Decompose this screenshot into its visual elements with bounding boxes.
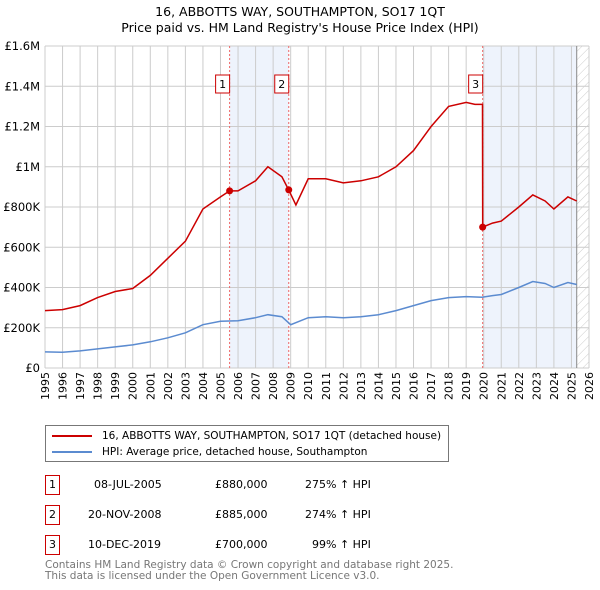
hpi-change: 274% ↑ HPI xyxy=(305,508,371,521)
legend: 16, ABBOTTS WAY, SOUTHAMPTON, SO17 1QT (… xyxy=(45,425,449,462)
x-tick-label: 2024 xyxy=(548,372,561,400)
legend-item-hpi: HPI: Average price, detached house, Sout… xyxy=(52,444,367,460)
marker-badge: 2 xyxy=(45,505,60,525)
sale-marker-box xyxy=(468,74,484,94)
sale-marker-box xyxy=(215,74,231,94)
licence-text: This data is licensed under the Open Gov… xyxy=(45,570,380,582)
price: £885,000 xyxy=(215,508,268,521)
chart-subtitle: Price paid vs. HM Land Registry's House … xyxy=(121,20,479,35)
red-line-swatch xyxy=(52,435,92,437)
footer: Contains HM Land Registry data © Crown c… xyxy=(45,560,453,582)
x-tick-label: 2021 xyxy=(495,372,508,400)
x-tick-label: 2011 xyxy=(320,372,333,400)
date: 10-DEC-2019 xyxy=(88,538,162,551)
x-tick-label: 2026 xyxy=(583,372,596,400)
price: £700,000 xyxy=(215,538,268,551)
date: 08-JUL-2005 xyxy=(94,478,162,491)
x-tick-label: 1995 xyxy=(39,372,52,400)
y-tick-label: £400K xyxy=(3,281,40,295)
hpi-change: 99% ↑ HPI xyxy=(312,538,371,551)
transaction-row: 1 08-JUL-2005 £880,000 275% ↑ HPI xyxy=(45,475,465,495)
x-tick-label: 2009 xyxy=(285,372,298,400)
x-tick-label: 2008 xyxy=(267,372,280,400)
chart-title: 16, ABBOTTS WAY, SOUTHAMPTON, SO17 1QT xyxy=(155,4,445,19)
x-tick-label: 2022 xyxy=(513,372,526,400)
hpi-change: 275% ↑ HPI xyxy=(305,478,371,491)
y-tick-label: £800K xyxy=(3,200,40,214)
transaction-row: 2 20-NOV-2008 £885,000 274% ↑ HPI xyxy=(45,505,465,525)
x-tick-label: 2016 xyxy=(408,372,421,400)
x-tick-label: 2001 xyxy=(144,372,157,400)
x-tick-label: 2020 xyxy=(478,372,491,400)
sale-marker-label: 3 xyxy=(472,78,479,91)
y-tick-label: £200K xyxy=(3,321,40,335)
x-tick-label: 1997 xyxy=(74,372,87,400)
legend-label: HPI: Average price, detached house, Sout… xyxy=(102,446,368,458)
x-tick-label: 2000 xyxy=(127,372,140,400)
series-line xyxy=(44,280,577,354)
price-chart: 1995 1996 1997 1998 1999 2000 2001 2002 2003 2004… xyxy=(3,39,596,400)
blue-line-swatch xyxy=(52,451,92,453)
x-tick-label: 2025 xyxy=(565,372,578,400)
x-tick-label: 2019 xyxy=(460,372,473,400)
series-line xyxy=(44,101,578,312)
x-tick-label: 1999 xyxy=(109,372,122,400)
y-tick-label: £1.2M xyxy=(4,120,40,134)
x-tick-label: 2010 xyxy=(302,372,315,400)
x-tick-label: 2023 xyxy=(530,372,543,400)
x-tick-label: 2014 xyxy=(372,372,385,400)
y-tick-label: £1.4M xyxy=(4,79,40,93)
x-tick-label: 1998 xyxy=(92,372,105,400)
y-tick-label: £600K xyxy=(3,240,40,254)
x-tick-label: 2015 xyxy=(390,372,403,400)
x-tick-label: 2002 xyxy=(162,372,175,400)
y-tick-label: £1.6M xyxy=(4,39,40,53)
legend-item-property: 16, ABBOTTS WAY, SOUTHAMPTON, SO17 1QT (… xyxy=(52,428,441,444)
sale-point xyxy=(479,223,487,231)
y-tick-label: £1M xyxy=(15,160,40,174)
x-tick-label: 2018 xyxy=(443,372,456,400)
price: £880,000 xyxy=(215,478,268,491)
copyright-text: Contains HM Land Registry data © Crown c… xyxy=(45,559,454,571)
y-tick-label: £0 xyxy=(25,361,40,375)
marker-badge: 1 xyxy=(45,475,60,495)
x-tick-label: 2017 xyxy=(425,372,438,400)
x-tick-label: 2013 xyxy=(355,372,368,400)
x-tick-label: 2004 xyxy=(197,372,210,400)
x-tick-label: 2003 xyxy=(179,372,192,400)
transaction-row: 3 10-DEC-2019 £700,000 99% ↑ HPI xyxy=(45,535,465,555)
sale-point xyxy=(226,187,234,195)
date: 20-NOV-2008 xyxy=(88,508,162,521)
sale-marker-label: 2 xyxy=(278,78,285,91)
legend-label: 16, ABBOTTS WAY, SOUTHAMPTON, SO17 1QT (… xyxy=(102,430,442,442)
x-tick-label: 2006 xyxy=(232,372,245,400)
sale-marker-box xyxy=(274,74,290,94)
x-tick-label: 1996 xyxy=(57,372,70,400)
x-tick-label: 2007 xyxy=(250,372,263,400)
x-tick-label: 2012 xyxy=(337,372,350,400)
sale-point xyxy=(285,186,293,194)
sale-marker-label: 1 xyxy=(219,78,226,91)
x-tick-label: 2005 xyxy=(214,372,227,400)
marker-badge: 3 xyxy=(45,535,60,555)
